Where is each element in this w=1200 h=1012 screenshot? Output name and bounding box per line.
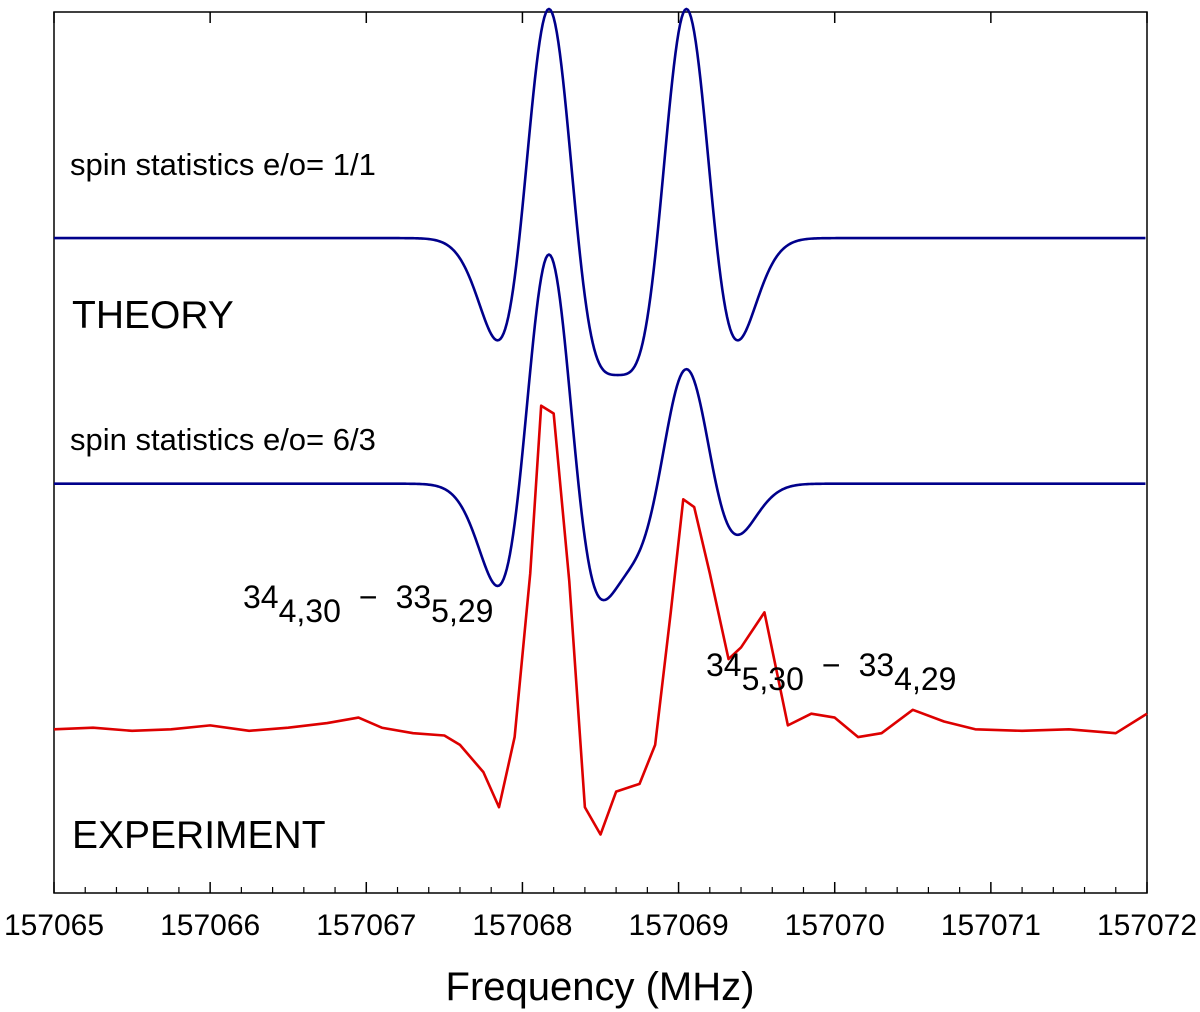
x-tick-label: 157070 [785,909,885,942]
traces [53,7,1148,836]
transition-2-lower: 33 [859,647,895,683]
series-line-3 [53,404,1148,836]
transition-1-lower-sub: 5,29 [431,593,493,629]
transition-2-upper: 34 [706,647,742,683]
x-tick-label: 157072 [1097,909,1197,942]
transition-2-upper-sub: 5,30 [742,661,804,697]
x-tick-label: 157065 [4,909,104,942]
x-tick-labels: 157065 157066 157067 157068 157069 157070 1570… [4,909,1197,942]
transition-1-dash: − [359,579,378,615]
x-tick-label: 157068 [472,909,572,942]
label-theory: THEORY [72,294,234,337]
transition-label-2: 345,30−334,29 [706,647,956,697]
x-tick-label: 157066 [160,909,260,942]
axis-ticks [53,12,1148,893]
plot-frame [53,11,1148,894]
label-theory-1: spin statistics e/o= 1/1 [70,147,376,182]
transition-1-lower: 33 [396,579,432,615]
transition-1-upper-sub: 4,30 [279,593,341,629]
transition-2-lower-sub: 4,29 [894,661,956,697]
transition-label-1: 344,30−335,29 [243,579,493,629]
series-line-1 [54,7,1146,377]
x-tick-label: 157067 [316,909,416,942]
x-tick-label: 157071 [941,909,1041,942]
transition-1-upper: 34 [243,579,279,615]
transition-2-dash: − [822,647,841,683]
series-line-2 [54,253,1146,602]
label-experiment: EXPERIMENT [72,814,326,857]
label-theory-2: spin statistics e/o= 6/3 [70,422,376,457]
x-tick-label: 157069 [629,909,729,942]
x-axis-title: Frequency (MHz) [446,965,755,1009]
